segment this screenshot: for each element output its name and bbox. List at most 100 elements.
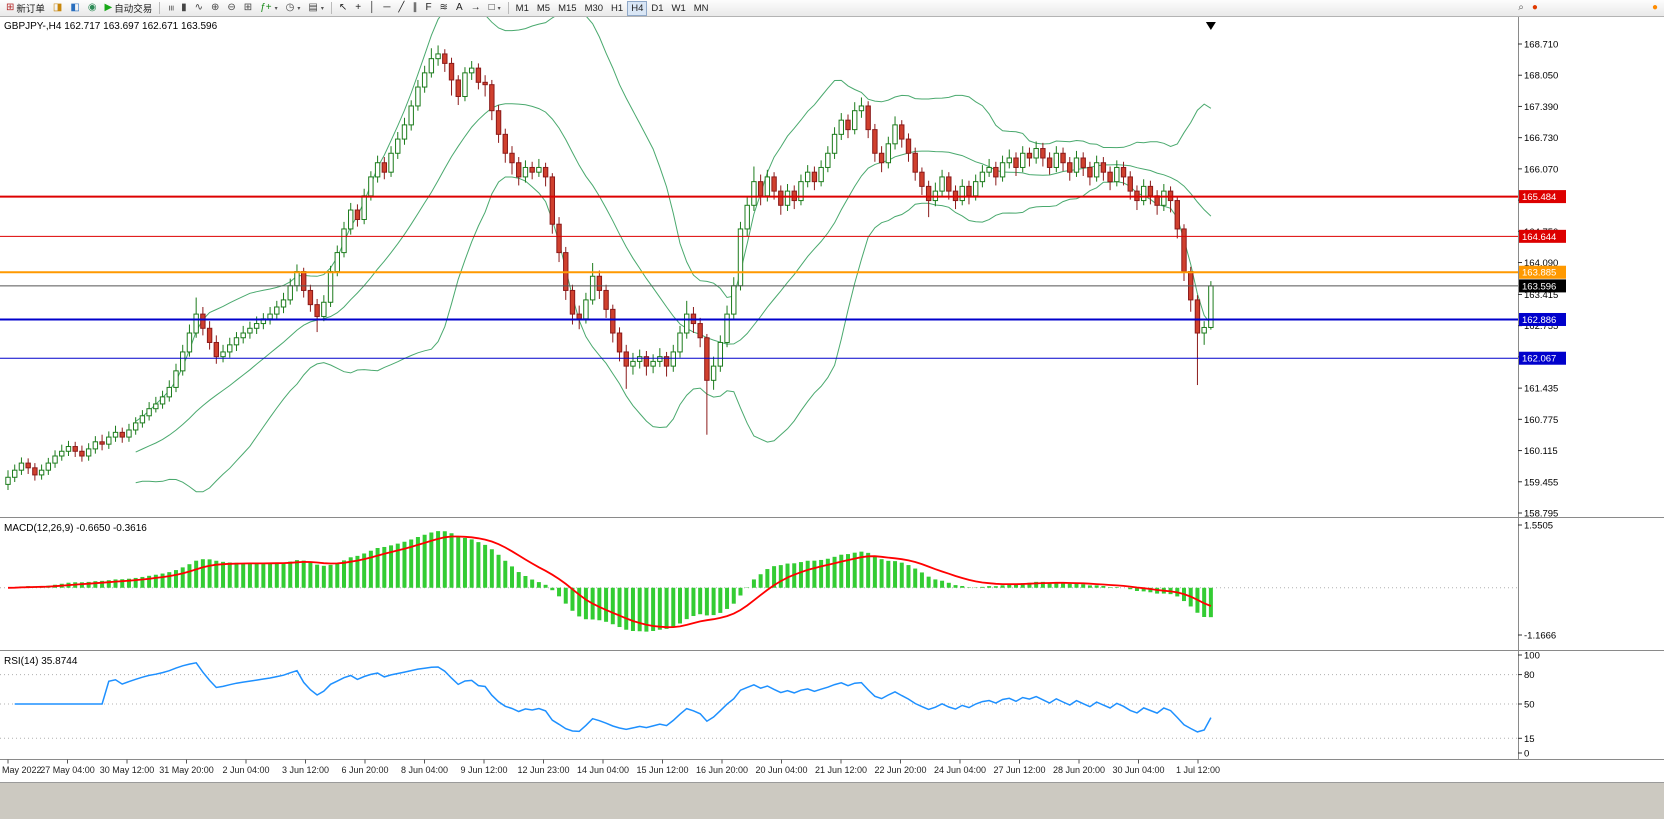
candle-body <box>1080 157 1086 168</box>
timeframe-d1-button[interactable]: D1 <box>647 1 667 16</box>
candle-body <box>1060 152 1066 164</box>
arrow-tool-button[interactable]: → <box>467 1 485 16</box>
timeframe-mn-button[interactable]: MN <box>690 1 713 16</box>
price-tick-label: 159.455 <box>1524 477 1558 488</box>
candle-body <box>361 195 367 220</box>
candle-body <box>643 356 650 367</box>
vertical-line-tool-button[interactable]: │ <box>365 1 379 16</box>
rsi-label: RSI(14) 35.8744 <box>4 656 78 667</box>
price-tick-label: 166.730 <box>1524 133 1558 144</box>
candle-body <box>421 72 428 88</box>
zoom-in-button[interactable]: ⊕ <box>207 1 223 16</box>
shapes-tool-button[interactable]: □ ▾ <box>485 1 505 16</box>
zoom-out-button[interactable]: ⊖ <box>223 1 239 16</box>
chart-shift[interactable] <box>1205 22 1216 30</box>
horizontal-line-tool-button[interactable]: ─ <box>379 1 394 16</box>
tile-windows-button[interactable]: ⊞ <box>240 1 256 16</box>
search-button[interactable]: ⌕ <box>1514 1 1528 16</box>
candle-body <box>1067 162 1073 173</box>
timeframe-m5-button[interactable]: M5 <box>533 1 554 16</box>
candle-body <box>939 176 945 192</box>
channel-tool-button[interactable]: ∥ <box>408 1 421 16</box>
bollinger-middle-band <box>135 103 1212 453</box>
autotrade-button[interactable]: ▶ 自动交易 <box>101 1 157 16</box>
trendline-tool-button[interactable]: ╱ <box>394 1 408 16</box>
candle-body <box>38 469 45 476</box>
candle-body <box>999 162 1006 178</box>
horizontal-lines[interactable] <box>0 195 1518 359</box>
time-axis-label: 3 Jun 12:00 <box>282 765 329 775</box>
chart-shift-marker[interactable] <box>1205 22 1216 30</box>
timeframe-w1-button[interactable]: W1 <box>668 1 690 16</box>
candle-body <box>1013 157 1019 168</box>
time-axis-label: 21 Jun 12:00 <box>815 765 867 775</box>
candle-body <box>757 181 764 197</box>
candle-body <box>475 67 482 83</box>
candle-body <box>106 436 112 445</box>
notification-dot-icon: ● <box>1651 2 1658 13</box>
crosshair-icon: + <box>355 2 362 13</box>
market-watch-button[interactable]: ◧ <box>66 1 83 16</box>
candle-body <box>287 285 293 301</box>
candle-body <box>1100 162 1107 173</box>
dropdown-arrow-icon: ▾ <box>297 5 301 12</box>
equidistant-tool-button[interactable]: ≋ <box>436 1 452 16</box>
vertical-line-icon: │ <box>369 2 376 13</box>
template-icon: ▤ <box>308 2 318 13</box>
channel-icon: ∥ <box>412 2 418 13</box>
candle-body <box>468 67 475 74</box>
cursor-tool-button[interactable]: ↖ <box>335 1 351 16</box>
bollinger-lower-band <box>135 176 1212 493</box>
price-tick-label: 162.755 <box>1524 321 1558 332</box>
candlestick-chart-button[interactable]: ▮ <box>177 1 191 16</box>
new-order-button[interactable]: ⊞ 新订单 <box>2 1 49 16</box>
timeframe-m30-button[interactable]: M30 <box>581 1 607 16</box>
price-tick-label: 168.050 <box>1524 71 1558 82</box>
candle-body <box>650 360 656 367</box>
candle-body <box>92 441 99 450</box>
panel-separators[interactable] <box>0 17 1664 760</box>
time-axis-label: 1 Jul 12:00 <box>1176 765 1220 775</box>
candle-body <box>280 299 287 308</box>
candle-body <box>684 313 690 334</box>
arrow-label-icon: → <box>470 2 481 13</box>
candle-body <box>220 351 226 358</box>
price-level-badge: 162.886 <box>1519 312 1566 326</box>
candle-body <box>516 162 522 178</box>
timeframe-h1-button[interactable]: H1 <box>607 1 627 16</box>
fibonacci-tool-button[interactable]: F <box>421 1 435 16</box>
templates-button[interactable]: ▤ ▾ <box>304 1 327 16</box>
timeframe-m15-button[interactable]: M15 <box>554 1 580 16</box>
candle-body <box>1194 299 1201 334</box>
candle-body <box>798 181 804 202</box>
navigator-button[interactable]: ◉ <box>84 1 101 16</box>
alert-button[interactable]: ● <box>1528 1 1542 16</box>
time-axis-label: 30 Jun 04:00 <box>1112 765 1164 775</box>
chart-canvas[interactable]: 168.710168.050167.390166.730166.070164.7… <box>0 7 1664 777</box>
line-chart-button[interactable]: ∿ <box>191 1 207 16</box>
candle-body <box>1046 157 1053 168</box>
time-axis-label: May 2022 <box>2 765 42 775</box>
candle-body <box>193 313 199 334</box>
crosshair-tool-button[interactable]: + <box>351 1 365 16</box>
candle-body <box>227 344 233 353</box>
bar-chart-button[interactable]: ≡ <box>163 1 177 16</box>
dropdown-arrow-icon: ▾ <box>320 5 324 12</box>
bollinger-bands <box>135 7 1212 493</box>
time-axis-label: 8 Jun 04:00 <box>401 765 448 775</box>
periods-button[interactable]: ◷ ▾ <box>282 1 305 16</box>
candle-body <box>415 86 421 107</box>
charts-button[interactable]: ◨ <box>49 1 66 16</box>
candle-body <box>146 408 152 417</box>
time-axis-label: 6 Jun 20:00 <box>341 765 388 775</box>
alert-dot-icon: ● <box>1531 2 1538 13</box>
candle-body <box>838 119 844 135</box>
timeframe-m1-button[interactable]: M1 <box>512 1 533 16</box>
indicators-button[interactable]: ƒ+ ▾ <box>256 1 281 16</box>
timeframe-h4-button[interactable]: H4 <box>627 0 648 16</box>
text-tool-button[interactable]: A <box>452 1 467 16</box>
candle-body <box>892 124 898 145</box>
notification-button[interactable]: ● <box>1648 1 1662 16</box>
candle-body <box>274 306 280 315</box>
